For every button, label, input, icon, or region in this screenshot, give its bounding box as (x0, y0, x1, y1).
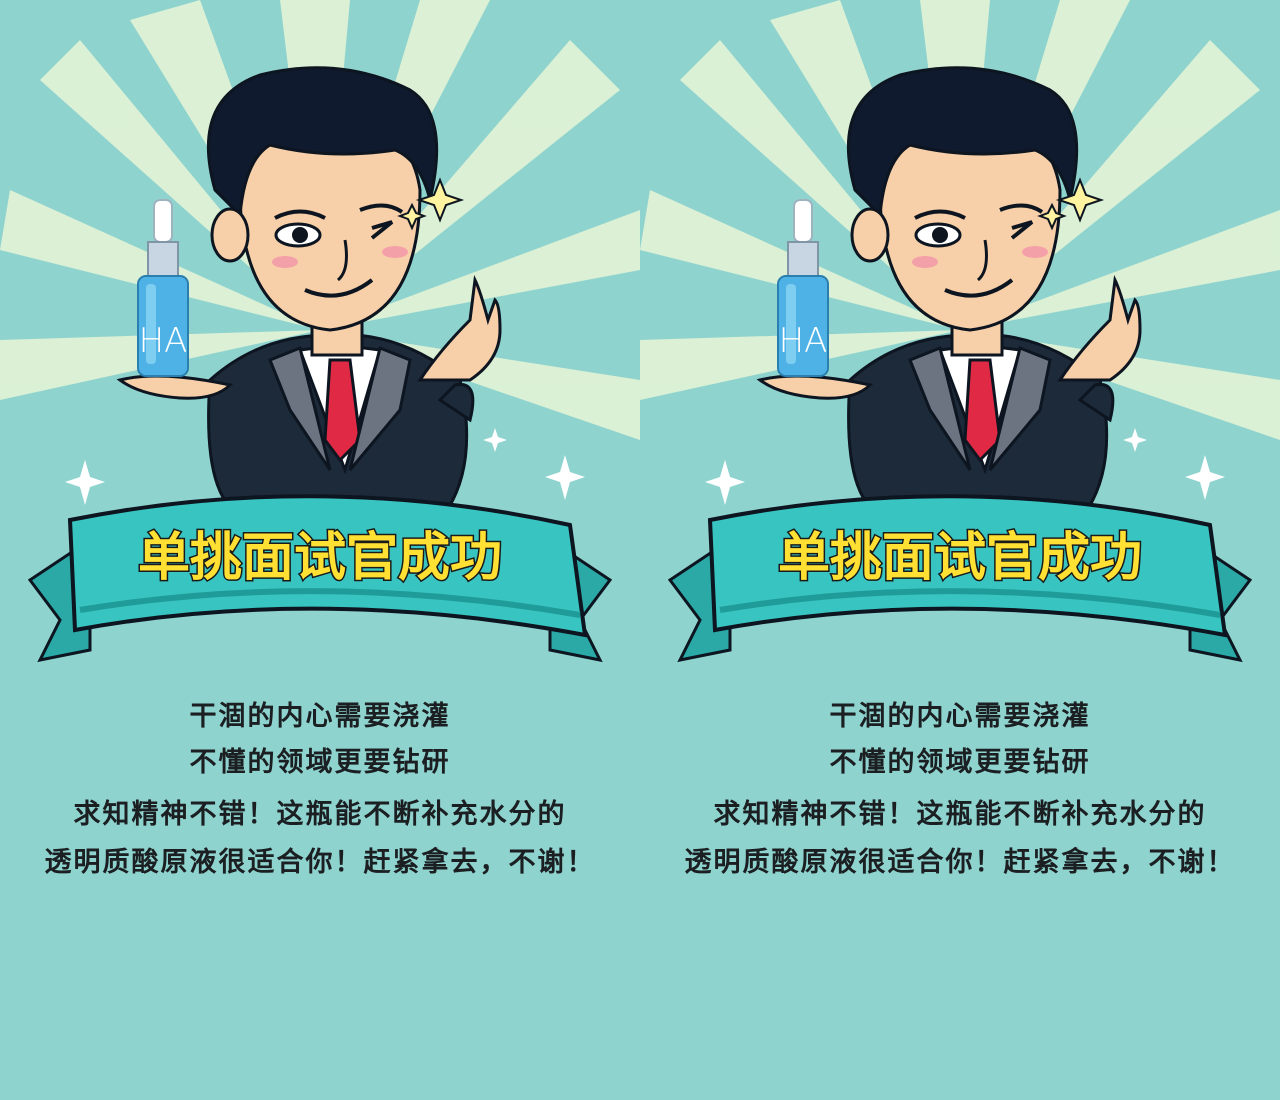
sparkle-icon (65, 428, 585, 505)
ribbon-banner: 单挑面试官成功 (667, 494, 1253, 663)
caption-line-3: 求知精神不错！这瓶能不断补充水分的 (713, 799, 1207, 830)
ribbon-banner: 单挑面试官成功 (27, 494, 613, 663)
bottle-label: HA (139, 321, 188, 361)
serum-bottle-icon: HA (777, 199, 829, 377)
sparkle-icon (705, 428, 1225, 505)
banner-title: 单挑面试官成功 (778, 528, 1142, 588)
caption-line-2: 不懂的领域更要钻研 (189, 747, 451, 778)
comic-panel-left: HA 单挑面试官成功 干涸的内心需要浇灌 不懂的领域更要钻研 求知精神不错！这瓶… (0, 0, 640, 878)
illustration-left: HA 单挑面试官成功 (0, 0, 640, 663)
caption-line-4: 透明质酸原液很适合你！赶紧拿去，不谢！ (684, 847, 1236, 878)
caption-line-1: 干涸的内心需要浇灌 (829, 701, 1091, 732)
sparkle-icon (1037, 177, 1105, 231)
caption-line-2: 不懂的领域更要钻研 (829, 747, 1091, 778)
caption-line-1: 干涸的内心需要浇灌 (189, 701, 451, 732)
bottle-label: HA (779, 321, 828, 361)
caption-line-4: 透明质酸原液很适合你！赶紧拿去，不谢！ (44, 847, 596, 878)
illustration-right: HA 单挑面试官成功 (640, 0, 1280, 663)
caption-line-3: 求知精神不错！这瓶能不断补充水分的 (73, 799, 567, 830)
comic-panel-right: HA 单挑面试官成功 干涸的内心需要浇灌 不懂的领域更要钻研 求知精神不错！这瓶… (640, 0, 1280, 1100)
businessman (756, 66, 1142, 522)
sparkle-icon (397, 177, 465, 231)
banner-title: 单挑面试官成功 (138, 528, 502, 588)
serum-bottle-icon: HA (137, 199, 189, 377)
